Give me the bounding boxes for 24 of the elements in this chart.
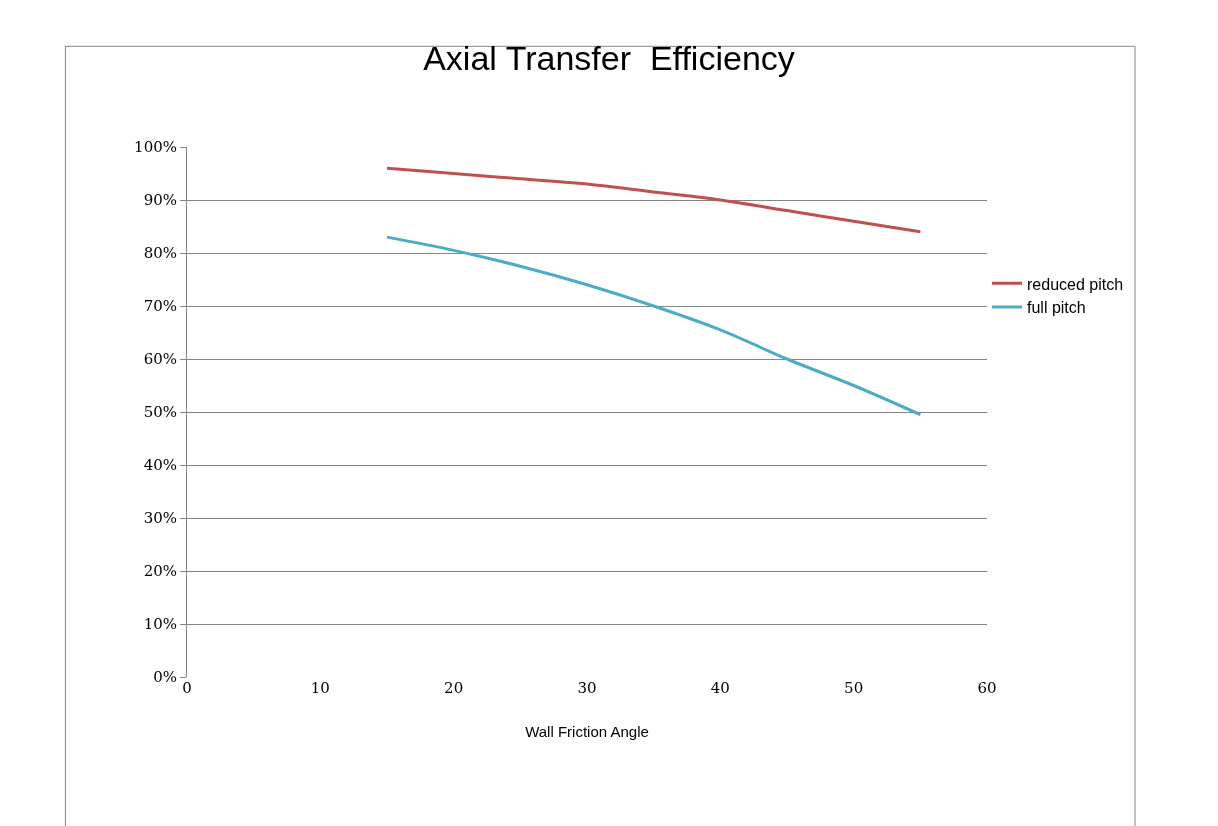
chart-title: Axial Transfer Efficiency	[423, 38, 795, 77]
line-series	[385, 166, 922, 234]
x-tick-label: 50	[844, 679, 864, 697]
y-tick-label: 30%	[143, 509, 177, 528]
x-tick-label: 60	[977, 679, 997, 697]
x-tick-label: 40	[710, 679, 730, 697]
y-tick-label: 10%	[143, 615, 177, 634]
y-tick-label: 0%	[153, 668, 177, 687]
x-tick-label: 0	[182, 679, 192, 697]
y-tick-label: 100%	[134, 138, 177, 157]
x-tick-label: 10	[310, 679, 330, 697]
y-tick-label: 80%	[143, 244, 177, 263]
y-tick-label: 50%	[143, 403, 177, 422]
x-tick-label: 20	[444, 679, 464, 697]
y-tick-label: 90%	[143, 191, 177, 210]
y-tick-label: 20%	[143, 562, 177, 581]
legend-label: reduced pitch	[1027, 275, 1124, 293]
line-series	[385, 235, 922, 417]
x-tick-label: 30	[577, 679, 597, 697]
x-axis-title: Wall Friction Angle	[525, 723, 649, 740]
y-tick-label: 70%	[143, 297, 177, 316]
y-tick-label: 40%	[143, 456, 177, 475]
y-tick-label: 60%	[143, 350, 177, 369]
legend-label: full pitch	[1027, 299, 1086, 317]
